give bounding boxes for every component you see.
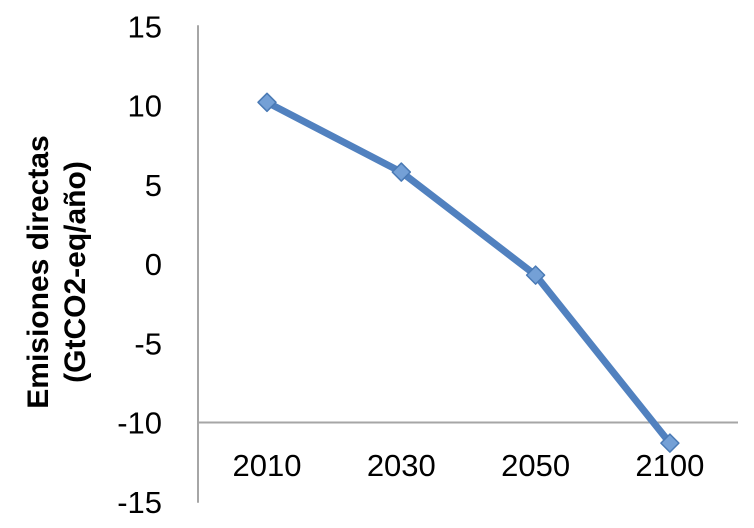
data-point-marker: [660, 433, 680, 453]
y-tick-label: 10: [128, 89, 162, 124]
y-axis-title: Emisiones directas (GtCO2-eq/año): [20, 135, 94, 408]
y-axis-title-line1: Emisiones directas: [22, 135, 55, 409]
y-tick-label: 5: [145, 168, 162, 203]
y-tick-label: 0: [145, 247, 162, 282]
y-tick-label: -15: [117, 485, 162, 520]
data-point-marker: [257, 92, 277, 113]
y-tick-label: -10: [117, 406, 162, 441]
data-point-marker: [391, 162, 412, 182]
y-axis-title-line2: (GtCO2-eq/año): [59, 161, 92, 383]
data-point-marker: [525, 265, 546, 285]
y-tick-label: 15: [128, 9, 162, 44]
x-tick-label: 2100: [635, 448, 704, 483]
y-tick-label: -5: [134, 326, 162, 361]
x-tick-label: 2030: [367, 448, 436, 483]
data-line: [263, 98, 674, 447]
x-tick-label: 2050: [501, 448, 570, 483]
x-tick-label: 2010: [233, 448, 302, 483]
